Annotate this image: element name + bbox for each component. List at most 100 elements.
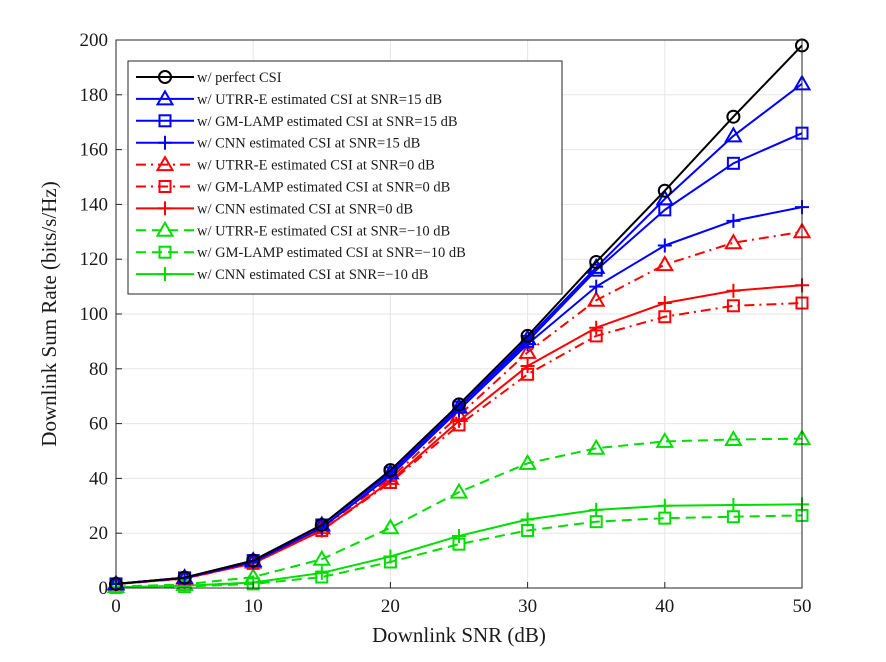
y-tick-label: 180 bbox=[80, 85, 109, 106]
data-point bbox=[520, 328, 535, 343]
legend-label: w/ CNN estimated CSI at SNR=−10 dB bbox=[197, 267, 428, 283]
data-point bbox=[383, 555, 397, 569]
data-point bbox=[518, 329, 537, 346]
legend-label: w/ GM-LAMP estimated CSI at SNR=0 dB bbox=[197, 180, 450, 196]
legend-entry: w/ UTRR-E estimated CSI at SNR=15 dB bbox=[136, 89, 442, 108]
x-tick-label: 50 bbox=[793, 596, 812, 617]
data-point bbox=[657, 238, 672, 253]
legend-marker bbox=[155, 89, 175, 106]
data-point bbox=[520, 359, 535, 374]
y-tick-label: 160 bbox=[80, 140, 109, 161]
y-axis-label: Downlink Sum Rate (bits/s/Hz) bbox=[37, 181, 61, 446]
series-line bbox=[115, 514, 803, 589]
y-tick-label: 200 bbox=[80, 30, 109, 51]
legend-marker bbox=[158, 245, 172, 259]
legend-marker bbox=[158, 267, 172, 282]
y-tick-label: 20 bbox=[89, 523, 108, 544]
legend: w/ perfect CSI w/ UTRR-E estimated CSI at… bbox=[127, 60, 563, 295]
data-point bbox=[724, 126, 743, 143]
legend-entry: w/ UTRR-E estimated CSI at SNR=0 dB bbox=[136, 155, 435, 174]
x-tick-label: 20 bbox=[381, 596, 400, 617]
data-point bbox=[518, 342, 537, 359]
data-point bbox=[726, 497, 741, 512]
data-point bbox=[452, 528, 466, 543]
y-tick-label: 140 bbox=[80, 194, 109, 215]
y-tick-label: 80 bbox=[89, 359, 108, 380]
data-point bbox=[381, 518, 400, 535]
legend-label: w/ perfect CSI bbox=[197, 70, 282, 86]
data-point bbox=[589, 279, 604, 294]
data-point bbox=[658, 310, 672, 324]
data-point bbox=[726, 109, 741, 124]
data-point bbox=[586, 290, 606, 307]
y-tick-label: 40 bbox=[89, 468, 108, 489]
x-axis-label: Downlink SNR (dB) bbox=[372, 623, 546, 647]
data-point bbox=[589, 329, 603, 343]
x-tick-label: 10 bbox=[244, 596, 263, 617]
legend-label: w/ GM-LAMP estimated CSI at SNR=−10 dB bbox=[197, 245, 466, 261]
y-tick-label: 120 bbox=[80, 249, 109, 270]
series-line bbox=[115, 44, 803, 585]
legend-entry: w/ GM-LAMP estimated CSI at SNR=15 dB bbox=[136, 114, 458, 130]
data-point bbox=[726, 213, 741, 228]
legend-marker bbox=[158, 135, 172, 150]
data-point bbox=[449, 482, 469, 499]
data-point bbox=[589, 515, 603, 529]
data-point bbox=[657, 498, 672, 513]
data-point bbox=[586, 438, 606, 455]
series-layer bbox=[106, 38, 812, 595]
data-point bbox=[518, 453, 537, 470]
data-point bbox=[452, 537, 466, 551]
data-point bbox=[521, 523, 535, 537]
data-point bbox=[726, 299, 740, 313]
y-tick-label: 60 bbox=[89, 414, 108, 435]
x-tick-label: 40 bbox=[655, 596, 674, 617]
data-point bbox=[655, 431, 675, 448]
data-point bbox=[315, 570, 329, 584]
data-point bbox=[726, 283, 741, 298]
legend-label: w/ UTRR-E estimated CSI at SNR=0 dB bbox=[197, 158, 435, 174]
data-point bbox=[724, 233, 743, 250]
data-point bbox=[658, 511, 672, 525]
data-point bbox=[726, 510, 740, 524]
data-point bbox=[655, 189, 675, 206]
data-point bbox=[657, 296, 672, 311]
legend-label: w/ UTRR-E estimated CSI at SNR=−10 dB bbox=[197, 223, 450, 239]
legend-label: w/ GM-LAMP estimated CSI at SNR=15 dB bbox=[197, 114, 458, 130]
legend-marker bbox=[155, 155, 175, 172]
data-point bbox=[106, 577, 126, 594]
data-point bbox=[314, 517, 329, 532]
data-point bbox=[521, 367, 535, 381]
ticks: 0 10 20 30 40 50 0 20 40 60 80 100 120 140 160 180 200 bbox=[80, 30, 812, 617]
y-tick-label: 0 bbox=[99, 578, 109, 599]
y-tick-label: 100 bbox=[80, 304, 109, 325]
data-point bbox=[589, 502, 604, 517]
legend-marker bbox=[158, 180, 172, 193]
data-point bbox=[177, 570, 192, 585]
legend-entry: w/ CNN estimated CSI at SNR=15 dB bbox=[136, 136, 420, 152]
legend-entry: w/ perfect CSI bbox=[136, 70, 282, 86]
data-point bbox=[589, 320, 604, 335]
legend-marker bbox=[158, 70, 172, 84]
legend-box bbox=[127, 60, 563, 295]
series-line bbox=[115, 437, 803, 588]
legend-entry: w/ CNN estimated CSI at SNR=−10 dB bbox=[136, 267, 428, 283]
legend-entry: w/ CNN estimated CSI at SNR=0 dB bbox=[136, 201, 413, 217]
data-point bbox=[589, 254, 604, 269]
data-point bbox=[452, 418, 466, 432]
legend-entry: w/ GM-LAMP estimated CSI at SNR=0 dB bbox=[136, 180, 450, 196]
series-line bbox=[115, 302, 803, 586]
legend-label: w/ CNN estimated CSI at SNR=15 dB bbox=[197, 136, 420, 152]
data-point bbox=[246, 553, 261, 568]
data-point bbox=[452, 397, 466, 412]
data-point bbox=[657, 183, 672, 198]
x-tick-label: 0 bbox=[111, 596, 121, 617]
legend-entry: w/ GM-LAMP estimated CSI at SNR=−10 dB bbox=[136, 245, 466, 261]
data-point bbox=[724, 429, 743, 446]
data-point bbox=[312, 549, 332, 566]
legend-label: w/ CNN estimated CSI at SNR=0 dB bbox=[197, 201, 413, 217]
data-point bbox=[726, 156, 740, 170]
series-circle-000000 bbox=[109, 38, 809, 591]
legend-marker bbox=[158, 114, 172, 128]
